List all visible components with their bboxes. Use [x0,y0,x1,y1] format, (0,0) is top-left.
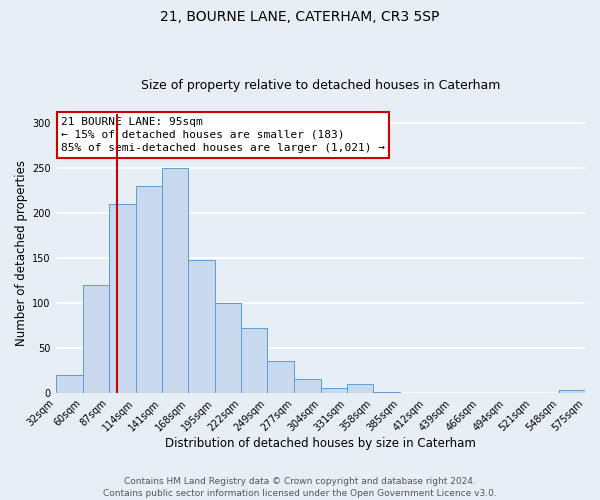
Bar [188,260,215,393]
Bar [373,392,400,393]
Bar [136,186,162,393]
Bar [295,378,321,393]
Bar [559,390,585,393]
Title: Size of property relative to detached houses in Caterham: Size of property relative to detached ho… [140,79,500,92]
Y-axis label: Number of detached properties: Number of detached properties [15,160,28,346]
Bar [215,303,241,393]
Text: Contains HM Land Registry data © Crown copyright and database right 2024.
Contai: Contains HM Land Registry data © Crown c… [103,476,497,498]
Bar [267,360,295,393]
Bar [83,285,109,393]
Text: 21, BOURNE LANE, CATERHAM, CR3 5SP: 21, BOURNE LANE, CATERHAM, CR3 5SP [160,10,440,24]
Bar [241,328,267,393]
Bar [162,168,188,393]
X-axis label: Distribution of detached houses by size in Caterham: Distribution of detached houses by size … [165,437,476,450]
Bar [56,375,83,393]
Bar [109,204,136,393]
Bar [347,384,373,393]
Bar [321,388,347,393]
Text: 21 BOURNE LANE: 95sqm
← 15% of detached houses are smaller (183)
85% of semi-det: 21 BOURNE LANE: 95sqm ← 15% of detached … [61,117,385,153]
